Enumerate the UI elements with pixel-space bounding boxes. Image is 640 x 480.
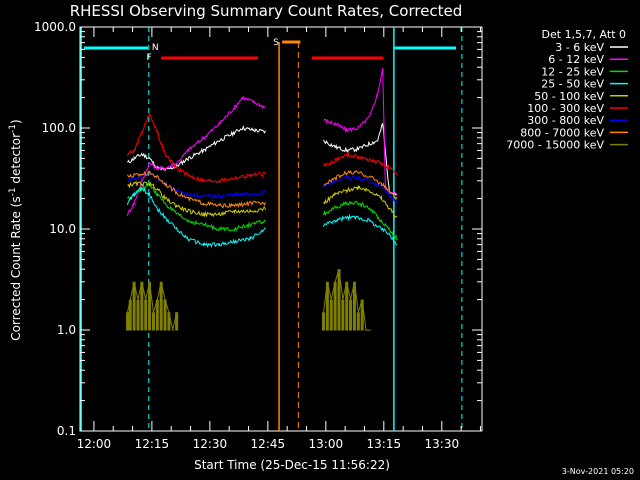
series-bar: [163, 299, 167, 331]
series-bar: [140, 281, 144, 331]
x-tick-label: 12:15: [135, 437, 170, 451]
legend-item-label: 300 - 800 keV: [527, 114, 604, 127]
x-axis-label: Start Time (25-Dec-15 11:56:22): [194, 458, 390, 472]
series-50-100-kev: [127, 180, 398, 218]
series-line: [127, 125, 266, 172]
series-800-7000-kev: [127, 169, 398, 209]
legend-item-label: 7000 - 15000 keV: [506, 139, 604, 152]
series-bar: [333, 281, 337, 331]
y-tick-label: 100.0: [42, 121, 76, 135]
y-tick-label: 0.1: [57, 424, 76, 438]
series-line: [127, 186, 266, 248]
series-bar: [151, 312, 155, 331]
legend-item-label: 12 - 25 keV: [541, 65, 604, 78]
legend-item-label: 100 - 300 keV: [527, 102, 604, 115]
series-line: [127, 171, 266, 200]
x-tick-label: 13:00: [309, 437, 344, 451]
series-line: [127, 112, 266, 184]
legend-item-label: 800 - 7000 keV: [520, 126, 604, 139]
legend-header: Det 1,5,7, Att 0: [542, 28, 626, 41]
series-bar: [132, 281, 136, 331]
series-bar: [337, 269, 341, 331]
flag-label: S: [273, 38, 279, 48]
series-line: [323, 185, 398, 218]
flag-label: F: [146, 53, 151, 63]
series-12-25-kev: [127, 181, 398, 241]
series-bar: [128, 299, 132, 331]
y-tick-label: 1.0: [57, 323, 76, 337]
legend-item-label: 25 - 50 keV: [541, 78, 604, 91]
series-bar: [360, 299, 364, 331]
series-6-12-kev: [127, 68, 398, 216]
series-bar: [159, 281, 163, 331]
series-line: [127, 170, 266, 209]
chart-title: RHESSI Observing Summary Count Rates, Co…: [70, 2, 463, 20]
series-25-50-kev: [127, 186, 397, 248]
series-bar: [345, 281, 349, 331]
x-tick-label: 12:45: [251, 437, 286, 451]
series-7000-15000-kev: [126, 269, 372, 331]
series-bar: [144, 299, 148, 331]
series-line: [127, 181, 266, 232]
series-line: [323, 68, 398, 195]
series-line: [127, 95, 266, 216]
flag-label: N: [152, 43, 159, 53]
series-100-300-kev: [127, 112, 398, 184]
series-line: [323, 174, 398, 204]
series-line: [127, 180, 266, 218]
series-line: [323, 213, 397, 246]
series-bar: [329, 299, 333, 331]
date-stamp: 3-Nov-2021 05:20: [562, 467, 634, 476]
series-bar: [356, 312, 360, 331]
series-bar: [136, 299, 140, 331]
x-axis-ticks: 12:00 12:15 12:30 12:45 13:00 13:15 13:30: [77, 27, 481, 451]
y-tick-label: 1000.0: [34, 20, 76, 34]
series-bar: [175, 312, 179, 331]
legend-item-label: 6 - 12 keV: [548, 53, 604, 66]
series-bar: [171, 330, 175, 331]
series-bar: [325, 281, 329, 331]
series-300-800-kev: [127, 171, 398, 204]
series-line: [323, 151, 398, 176]
x-tick-label: 13:15: [367, 437, 402, 451]
x-tick-label: 12:30: [193, 437, 228, 451]
series-bar: [155, 299, 159, 331]
series-bar: [341, 299, 345, 331]
series-line: [323, 200, 398, 241]
series-bar: [148, 281, 152, 331]
legend-item-label: 50 - 100 keV: [534, 90, 604, 103]
series-bar: [349, 299, 353, 331]
series-line: [323, 169, 398, 201]
series-bar: [126, 312, 130, 331]
series-bar: [368, 330, 372, 331]
x-tick-label: 12:00: [77, 437, 112, 451]
series-bar: [322, 312, 326, 331]
y-tick-label: 10.0: [49, 222, 76, 236]
y-axis-ticks: 0.1 1.0 10.0 100.0 1000.0: [34, 20, 482, 438]
flag-markers: NF S: [80, 27, 463, 431]
series-bar: [167, 312, 171, 331]
x-tick-label: 13:30: [425, 437, 460, 451]
series-bar: [352, 281, 356, 331]
plot-area: NF S: [79, 26, 483, 432]
series-bar: [364, 330, 368, 331]
legend-item-label: 3 - 6 keV: [555, 41, 604, 54]
y-axis-label: Corrected Count Rate (s-1 detector-1): [8, 119, 23, 340]
